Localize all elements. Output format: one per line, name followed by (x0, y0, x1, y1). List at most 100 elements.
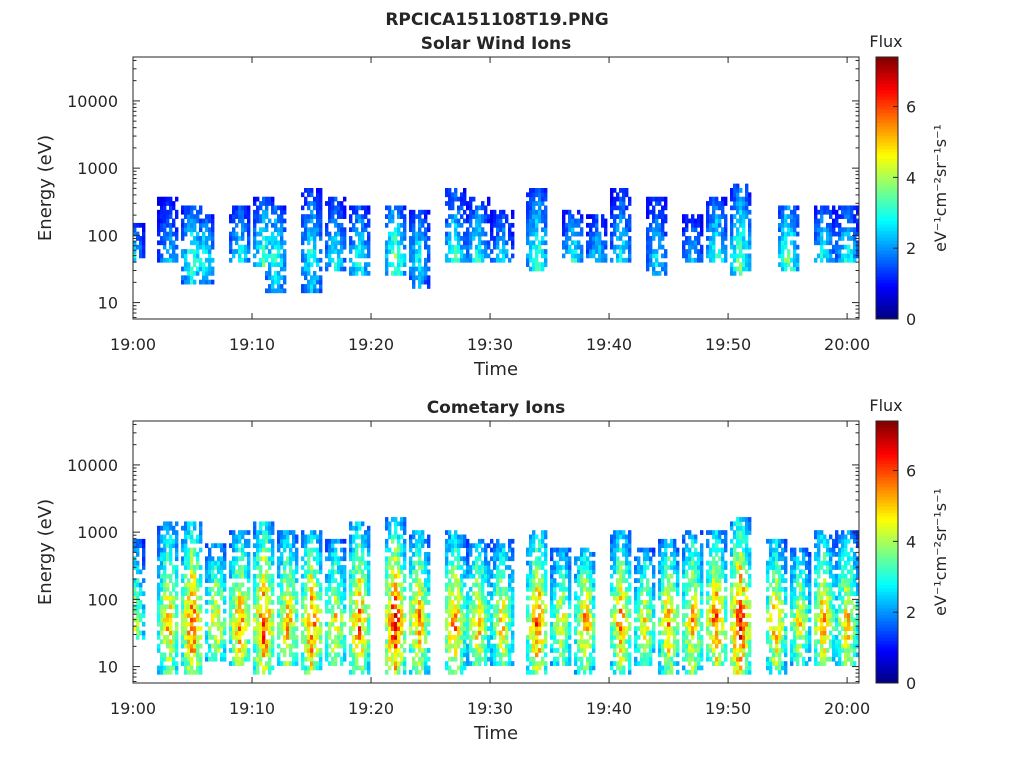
flux-cell (823, 249, 827, 254)
flux-cell (199, 665, 203, 671)
flux-cell (274, 209, 278, 215)
flux-cell (415, 236, 419, 241)
flux-cell (133, 231, 137, 237)
flux-cell (598, 249, 602, 254)
flux-cell (241, 231, 245, 237)
flux-cell (241, 552, 245, 557)
flux-cell (208, 578, 212, 583)
flux-cell (364, 209, 368, 215)
flux-cell (304, 639, 308, 645)
flux-cell (166, 538, 170, 544)
flux-cell (724, 201, 728, 206)
flux-cell (466, 538, 470, 544)
flux-cell (358, 634, 362, 640)
flux-cell (259, 547, 263, 553)
flux-cell (484, 604, 488, 610)
flux-cell (397, 538, 401, 544)
flux-cell (166, 236, 170, 241)
flux-cell (394, 552, 398, 557)
flux-cell (232, 249, 236, 254)
flux-cell (550, 552, 554, 557)
flux-cell (238, 656, 242, 662)
flux-cell (427, 249, 431, 254)
flux-cell (229, 626, 233, 631)
flux-cell (778, 227, 782, 233)
flux-cell (157, 218, 161, 224)
flux-cell (286, 560, 290, 566)
flux-cell (718, 205, 722, 211)
flux-cell (475, 257, 479, 263)
flux-cell (478, 656, 482, 662)
flux-cell (496, 604, 500, 610)
flux-cell (835, 209, 839, 215)
flux-cell (283, 560, 287, 566)
flux-cell (541, 617, 545, 623)
flux-cell (535, 665, 539, 671)
flux-cell (160, 613, 164, 618)
flux-cell (529, 669, 533, 675)
flux-cell (289, 604, 293, 610)
flux-cell (781, 205, 785, 211)
flux-cell (505, 626, 509, 631)
flux-cell (196, 652, 200, 658)
flux-cell (541, 586, 545, 592)
flux-cell (316, 538, 320, 544)
flux-cell (529, 552, 533, 557)
flux-cell (337, 600, 341, 605)
flux-cell (559, 573, 563, 579)
flux-cell (385, 270, 389, 276)
flux-cell (232, 591, 236, 597)
flux-cell (511, 538, 515, 544)
flux-cell (487, 634, 491, 640)
flux-cell (277, 608, 281, 614)
flux-cell (454, 556, 458, 562)
flux-cell (310, 661, 314, 666)
flux-cell (481, 569, 485, 575)
flux-cell (424, 214, 428, 219)
flux-cell (418, 639, 422, 645)
flux-cell (367, 613, 371, 618)
flux-cell (394, 639, 398, 645)
flux-cell (355, 205, 359, 211)
flux-cell (469, 608, 473, 614)
flux-cell (661, 196, 665, 202)
flux-cell (184, 275, 188, 281)
flux-cell (157, 257, 161, 263)
flux-cell (253, 586, 257, 592)
flux-cell (496, 552, 500, 557)
flux-cell (304, 656, 308, 662)
colorbar-step (876, 305, 898, 310)
flux-cell (232, 643, 236, 649)
flux-cell (565, 595, 569, 601)
flux-cell (286, 621, 290, 627)
flux-cell (457, 634, 461, 640)
flux-cell (562, 578, 566, 583)
flux-cell (259, 595, 263, 601)
flux-cell (427, 586, 431, 592)
flux-cell (265, 591, 269, 597)
flux-cell (397, 634, 401, 640)
flux-cell (568, 630, 572, 636)
flux-cell (280, 244, 284, 250)
flux-cell (478, 608, 482, 614)
flux-cell (445, 595, 449, 601)
flux-cell (391, 613, 395, 618)
flux-cell (193, 617, 197, 623)
flux-cell (238, 634, 242, 640)
flux-cell (397, 222, 401, 228)
flux-cell (319, 586, 323, 592)
flux-cell (175, 591, 179, 597)
flux-cell (457, 617, 461, 623)
flux-cell (196, 656, 200, 662)
flux-cell (253, 639, 257, 645)
flux-cell (301, 266, 305, 272)
flux-cell (166, 209, 170, 215)
flux-cell (304, 582, 308, 588)
flux-cell (421, 279, 425, 285)
flux-cell (685, 236, 689, 241)
flux-cell (691, 222, 695, 228)
flux-cell (253, 595, 257, 601)
flux-cell (157, 591, 161, 597)
flux-cell (283, 534, 287, 540)
flux-cell (256, 538, 260, 544)
